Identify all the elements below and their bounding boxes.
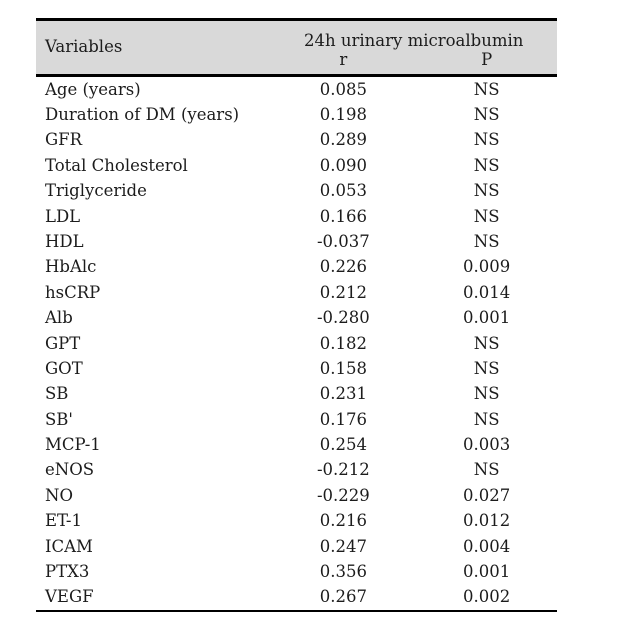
row-p-cell: NS <box>473 358 500 378</box>
table-row: HDL -0.037 NS <box>36 229 557 254</box>
table-row: MCP-1 0.254 0.003 <box>36 432 557 457</box>
row-p-cell: 0.003 <box>463 435 511 455</box>
row-variable-cell: Total Cholesterol <box>45 155 188 175</box>
row-variable-cell: GPT <box>45 333 81 353</box>
row-r-cell: 0.247 <box>319 536 367 556</box>
row-r-cell: 0.085 <box>319 79 367 99</box>
table-row: Duration of DM (years) 0.198 NS <box>36 102 557 127</box>
table-row: VEGF 0.267 0.002 <box>36 585 557 611</box>
row-p-cell: NS <box>473 206 500 226</box>
row-variable-cell: GFR <box>45 130 83 150</box>
row-r-cell: 0.198 <box>319 105 367 125</box>
row-p-cell: 0.001 <box>463 562 511 582</box>
row-variable-cell: VEGF <box>45 587 94 607</box>
table-row: SB 0.231 NS <box>36 382 557 407</box>
row-variable-cell: Age (years) <box>45 79 141 99</box>
row-r-cell: -0.212 <box>316 460 370 480</box>
table-row: SB' 0.176 NS <box>36 407 557 432</box>
row-r-cell: 0.289 <box>319 130 367 150</box>
table-body: Age (years) 0.085 NS Duration of DM (years)… <box>36 76 557 612</box>
header-row-group: Variables 24h urinary microalbumin <box>36 20 557 56</box>
row-r-cell: 0.267 <box>319 587 367 607</box>
row-variable-cell: HbAlc <box>45 257 97 277</box>
row-r-cell: -0.229 <box>316 485 370 505</box>
row-variable-cell: ET-1 <box>45 511 82 531</box>
row-p-cell: 0.002 <box>463 587 511 607</box>
table-row: ET-1 0.216 0.012 <box>36 509 557 534</box>
row-variable-cell: HDL <box>45 231 84 251</box>
row-r-cell: 0.090 <box>319 155 367 175</box>
row-variable-cell: Triglyceride <box>45 181 147 201</box>
row-p-cell: NS <box>473 130 500 150</box>
row-r-cell: 0.053 <box>319 181 367 201</box>
row-r-cell: 0.216 <box>319 511 367 531</box>
table-row: GFR 0.289 NS <box>36 128 557 153</box>
header-r: r <box>339 50 348 69</box>
table-row: GPT 0.182 NS <box>36 331 557 356</box>
row-p-cell: NS <box>473 384 500 404</box>
row-variable-cell: Duration of DM (years) <box>45 105 240 125</box>
row-p-cell: 0.012 <box>463 511 511 531</box>
header-group-24h-urinary-microalbumin: 24h urinary microalbumin <box>304 30 524 50</box>
row-variable-cell: SB' <box>45 409 73 429</box>
table-row: eNOS -0.212 NS <box>36 458 557 483</box>
row-p-cell: NS <box>473 333 500 353</box>
row-variable-cell: hsCRP <box>45 282 101 302</box>
row-p-cell: NS <box>473 231 500 251</box>
row-variable-cell: Alb <box>45 308 73 328</box>
row-r-cell: 0.176 <box>319 409 367 429</box>
table-row: hsCRP 0.212 0.014 <box>36 280 557 305</box>
header-p: P <box>481 50 493 69</box>
header-variables: Variables <box>45 37 123 57</box>
row-variable-cell: GOT <box>45 358 83 378</box>
table-row: HbAlc 0.226 0.009 <box>36 255 557 280</box>
row-r-cell: 0.212 <box>319 282 367 302</box>
table-header: Variables 24h urinary microalbumin r P <box>36 19 557 76</box>
row-p-cell: 0.027 <box>463 485 511 505</box>
row-p-cell: NS <box>473 181 500 201</box>
header-row-sub: r P <box>36 51 557 76</box>
table-row: Alb -0.280 0.001 <box>36 306 557 331</box>
row-r-cell: 0.166 <box>319 206 367 226</box>
row-r-cell: 0.182 <box>319 333 367 353</box>
row-r-cell: -0.037 <box>316 231 370 251</box>
row-p-cell: 0.014 <box>463 282 511 302</box>
row-variable-cell: MCP-1 <box>45 435 101 455</box>
row-p-cell: NS <box>473 79 500 99</box>
row-p-cell: 0.009 <box>463 257 511 277</box>
row-r-cell: 0.356 <box>319 562 367 582</box>
row-r-cell: 0.158 <box>319 358 367 378</box>
row-p-cell: 0.001 <box>463 308 511 328</box>
table-row: NO -0.229 0.027 <box>36 483 557 508</box>
correlation-table: Variables 24h urinary microalbumin r P A… <box>36 18 557 613</box>
row-p-cell: NS <box>473 409 500 429</box>
row-variable-cell: eNOS <box>45 460 95 480</box>
row-p-cell: NS <box>473 155 500 175</box>
row-p-cell: 0.004 <box>463 536 511 556</box>
table-row: PTX3 0.356 0.001 <box>36 559 557 584</box>
row-r-cell: -0.280 <box>316 308 370 328</box>
row-variable-cell: LDL <box>45 206 81 226</box>
table-row: Triglyceride 0.053 NS <box>36 179 557 204</box>
row-variable-cell: NO <box>45 485 73 505</box>
row-variable-cell: ICAM <box>45 536 93 556</box>
row-p-cell: NS <box>473 460 500 480</box>
row-r-cell: 0.231 <box>319 384 367 404</box>
row-variable-cell: PTX3 <box>45 562 90 582</box>
table-row: LDL 0.166 NS <box>36 204 557 229</box>
table-row: Total Cholesterol 0.090 NS <box>36 153 557 178</box>
row-variable-cell: SB <box>45 384 69 404</box>
row-r-cell: 0.254 <box>319 435 367 455</box>
row-r-cell: 0.226 <box>319 257 367 277</box>
table-row: Age (years) 0.085 NS <box>36 76 557 103</box>
row-p-cell: NS <box>473 105 500 125</box>
table-row: GOT 0.158 NS <box>36 356 557 381</box>
table-row: ICAM 0.247 0.004 <box>36 534 557 559</box>
